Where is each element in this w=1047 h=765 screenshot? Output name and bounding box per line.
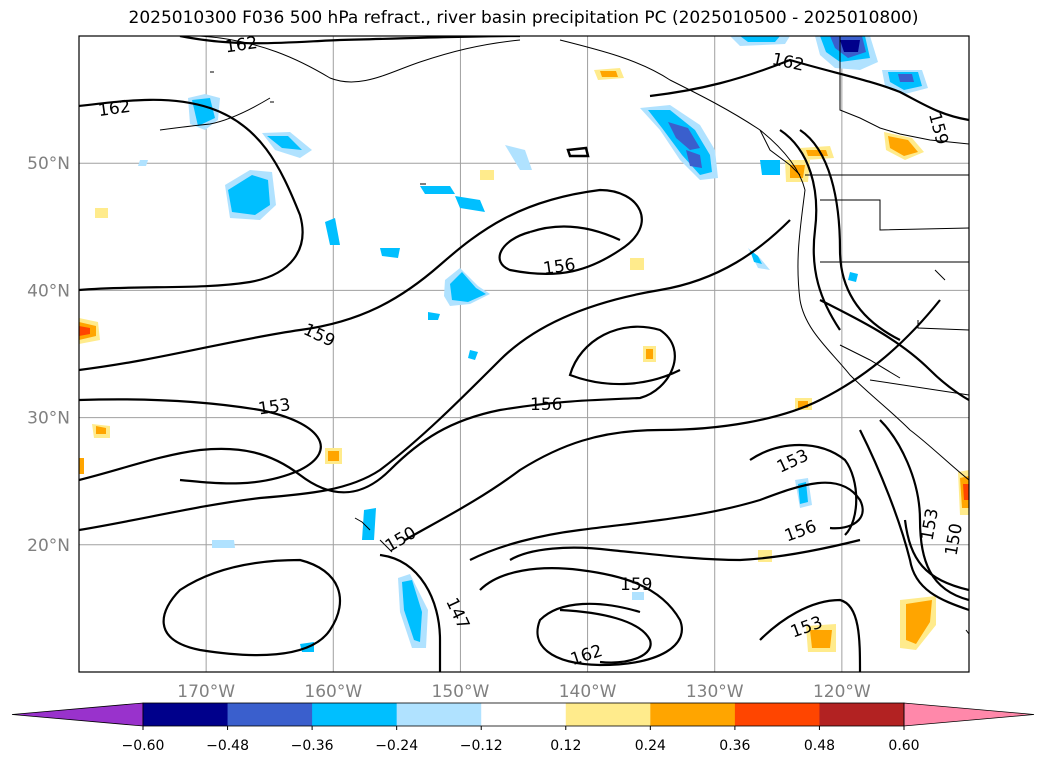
longitude-label: 140°W [559, 682, 617, 702]
colorbar-tick-label: −0.12 [460, 738, 503, 754]
colorbar-tick-label: 0.24 [635, 738, 666, 754]
graticule [79, 36, 969, 672]
colorbar-segment [396, 703, 482, 726]
colorbar-segment [565, 703, 651, 726]
colorbar-outline [142, 702, 905, 727]
longitude-label: 150°W [432, 682, 490, 702]
map-frame [78, 35, 970, 673]
colorbar-extension-low [11, 702, 144, 727]
precip-anomaly-shading [79, 36, 969, 652]
longitude-label: 170°W [177, 682, 235, 702]
longitude-labels: 170°W 160°W 150°W 140°W 130°W 120°W [177, 682, 871, 702]
longitude-label: 130°W [686, 682, 744, 702]
colorbar-tick-label: 0.12 [550, 738, 581, 754]
colorbar-tick-label: 0.60 [888, 738, 919, 754]
map-plot-area [79, 36, 969, 672]
latitude-label: 40°N [27, 281, 70, 301]
longitude-label: 120°W [813, 682, 871, 702]
colorbar: −0.60 −0.48 −0.36 −0.24 −0.12 0.12 0.24 0.36 0.4… [11, 702, 1035, 754]
colorbar-tick-label: −0.60 [122, 738, 165, 754]
colorbar-tick-label: −0.36 [291, 738, 334, 754]
colorbar-segment [312, 703, 398, 726]
refractivity-contours [79, 36, 969, 672]
colorbar-tick-label: 0.48 [804, 738, 835, 754]
latitude-label: 30°N [27, 409, 70, 429]
contour-label: 159 [620, 575, 652, 595]
latitude-labels: 50°N 40°N 30°N 20°N [27, 154, 70, 556]
contour-label: 156 [542, 255, 577, 279]
colorbar-segment [650, 703, 736, 726]
colorbar-tick-label: −0.24 [375, 738, 418, 754]
contour-label: 153 [257, 395, 292, 419]
contour-label: 162 [224, 33, 259, 57]
latitude-label: 50°N [27, 154, 70, 174]
colorbar-segment [734, 703, 820, 726]
colorbar-segment [143, 703, 229, 726]
colorbar-tick-label: 0.36 [719, 738, 750, 754]
contour-label: 162 [97, 97, 132, 121]
map-title: 2025010300 F036 500 hPa refract., river … [128, 8, 919, 28]
coastlines [159, 36, 969, 635]
contour-label: 156 [530, 395, 562, 415]
colorbar-segment [819, 703, 905, 726]
colorbar-segment [227, 703, 313, 726]
colorbar-extension-high [903, 702, 1035, 727]
colorbar-segment [481, 703, 567, 726]
latitude-label: 20°N [27, 536, 70, 556]
longitude-label: 160°W [304, 682, 362, 702]
colorbar-tick-label: −0.48 [206, 738, 249, 754]
